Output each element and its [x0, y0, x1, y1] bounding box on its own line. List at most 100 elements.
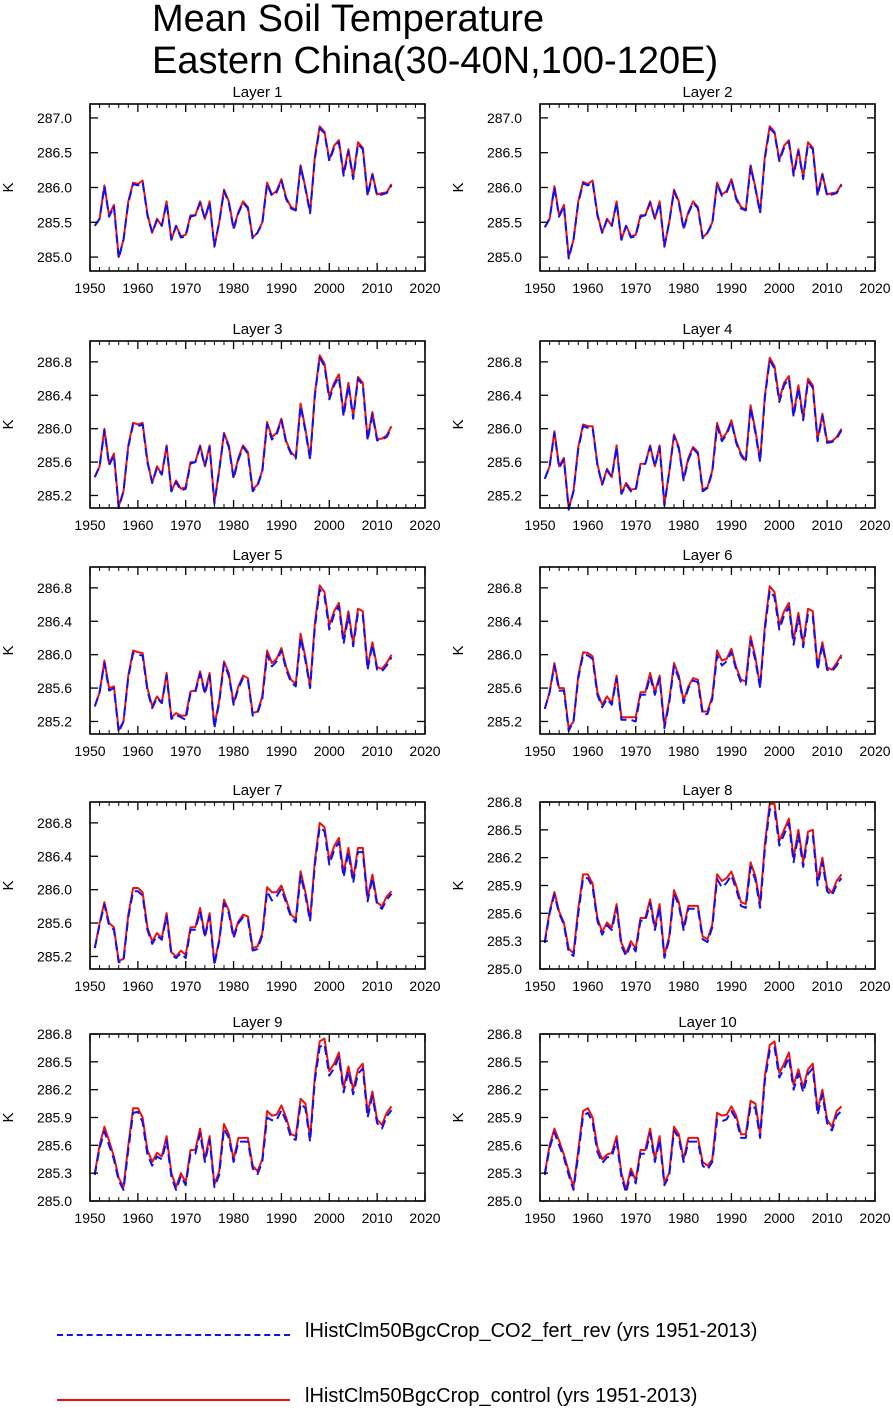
layer-10-y-tick-label: 286.5	[487, 1054, 522, 1070]
layer-10-x-tick-label: 2020	[859, 1210, 890, 1226]
layer-6-y-axis-label: K	[450, 645, 467, 655]
layer-9-panel-title: Layer 9	[232, 1014, 282, 1031]
layer-5-x-tick-label: 2020	[409, 743, 440, 759]
layer-5-panel-title: Layer 5	[232, 547, 282, 564]
layer-9-y-tick-label: 285.6	[37, 1137, 72, 1153]
layer-3-y-tick-label: 286.8	[37, 354, 72, 370]
layer-4-y-tick-label: 286.0	[487, 421, 522, 437]
layer-8-y-tick-label: 285.9	[487, 878, 522, 894]
layer-10-y-tick-label: 286.2	[487, 1082, 522, 1098]
layer-4-y-tick-label: 286.4	[487, 387, 522, 403]
layer-5-y-tick-label: 285.2	[37, 713, 72, 729]
layer-10-y-tick-label: 285.6	[487, 1137, 522, 1153]
layer-2-x-tick-label: 2000	[764, 280, 795, 296]
layer-7-y-tick-label: 285.2	[37, 948, 72, 964]
layer-5-x-tick-label: 1980	[218, 743, 249, 759]
layer-2-series-co2-fert-rev-line	[543, 127, 843, 260]
layer-6-x-tick-label: 1970	[620, 743, 651, 759]
layer-2-y-tick-label: 285.0	[487, 249, 522, 265]
layer-9-x-tick-label: 2010	[362, 1210, 393, 1226]
layer-3-y-tick-label: 286.4	[37, 387, 72, 403]
layer-6-x-tick-label: 2000	[764, 743, 795, 759]
layer-4-x-tick-label: 2010	[812, 517, 843, 533]
legend-label-co2-fert-rev: lHistClm50BgcCrop_CO2_fert_rev (yrs 1951…	[305, 1320, 758, 1342]
layer-5-y-tick-label: 286.4	[37, 613, 72, 629]
layer-3-x-tick-label: 1990	[266, 517, 297, 533]
layer-10-x-tick-label: 2010	[812, 1210, 843, 1226]
layer-10-y-axis-label: K	[450, 1112, 467, 1122]
layer-2-y-tick-label: 287.0	[487, 110, 522, 126]
layer-6-y-tick-label: 286.4	[487, 613, 522, 629]
layer-4-panel-title: Layer 4	[682, 321, 732, 338]
layer-6-y-tick-label: 286.0	[487, 647, 522, 663]
layer-7-y-tick-label: 285.6	[37, 915, 72, 931]
layer-2-x-tick-label: 1980	[668, 280, 699, 296]
layer-9-plot-frame	[89, 1033, 426, 1202]
layer-3-x-tick-label: 2010	[362, 517, 393, 533]
layer-8-y-tick-label: 286.2	[487, 850, 522, 866]
layer-1-panel-title: Layer 1	[232, 84, 282, 101]
layer-1-x-tick-label: 1960	[122, 280, 153, 296]
layer-9-x-tick-label: 2000	[314, 1210, 345, 1226]
layer-6-x-tick-label: 2010	[812, 743, 843, 759]
layer-2-x-tick-label: 2020	[859, 280, 890, 296]
layer-1-x-tick-label: 1970	[170, 280, 201, 296]
layer-8-panel-title: Layer 8	[682, 782, 732, 799]
layer-1-y-tick-label: 286.5	[37, 145, 72, 161]
layer-5-x-tick-label: 2010	[362, 743, 393, 759]
layer-5-y-tick-label: 286.8	[37, 580, 72, 596]
layer-8-plot-frame	[539, 801, 876, 970]
layer-10-y-tick-label: 286.8	[487, 1026, 522, 1042]
layer-5-series-co2-fert-rev-line	[93, 588, 393, 734]
layer-4-x-tick-label: 2000	[764, 517, 795, 533]
layer-3-panel-title: Layer 3	[232, 321, 282, 338]
layer-8-y-axis-label: K	[450, 880, 467, 890]
layer-2-series-control-line	[543, 125, 843, 259]
layer-2-y-tick-label: 286.5	[487, 145, 522, 161]
layer-2-x-tick-label: 2010	[812, 280, 843, 296]
layer-7-x-tick-label: 1950	[74, 978, 105, 994]
layer-7-y-tick-label: 286.8	[37, 815, 72, 831]
layer-6-y-tick-label: 285.2	[487, 713, 522, 729]
layer-10-x-tick-label: 1990	[716, 1210, 747, 1226]
layer-8-y-tick-label: 285.3	[487, 933, 522, 949]
layer-9-x-tick-label: 1960	[122, 1210, 153, 1226]
layer-10-x-tick-label: 2000	[764, 1210, 795, 1226]
layer-1-x-tick-label: 1990	[266, 280, 297, 296]
layer-7-x-tick-label: 1990	[266, 978, 297, 994]
layer-9-x-tick-label: 1980	[218, 1210, 249, 1226]
layer-5-x-tick-label: 1990	[266, 743, 297, 759]
layer-9-y-tick-label: 286.5	[37, 1054, 72, 1070]
layer-8-x-tick-label: 1960	[572, 978, 603, 994]
layer-4-x-tick-label: 1980	[668, 517, 699, 533]
layer-2-x-tick-label: 1970	[620, 280, 651, 296]
layer-10-y-tick-label: 285.0	[487, 1193, 522, 1209]
layer-7-x-tick-label: 2000	[314, 978, 345, 994]
layer-9-series-control-line	[93, 1037, 393, 1189]
layer-9-x-tick-label: 1970	[170, 1210, 201, 1226]
layer-1-y-tick-label: 285.0	[37, 249, 72, 265]
layer-8-x-tick-label: 2020	[859, 978, 890, 994]
layer-1-series-control-line	[93, 125, 393, 259]
layer-5-y-axis-label: K	[0, 645, 17, 655]
layer-6-plot-frame	[539, 566, 876, 735]
layer-8-x-tick-label: 1950	[524, 978, 555, 994]
layer-5-x-tick-label: 2000	[314, 743, 345, 759]
layer-7-x-tick-label: 1980	[218, 978, 249, 994]
layer-8-x-tick-label: 2010	[812, 978, 843, 994]
layer-8-series-co2-fert-rev-line	[543, 808, 843, 959]
layer-5-y-tick-label: 286.0	[37, 647, 72, 663]
layer-1-y-tick-label: 287.0	[37, 110, 72, 126]
layer-3-x-tick-label: 2000	[314, 517, 345, 533]
layer-8-y-tick-label: 286.8	[487, 794, 522, 810]
layer-4-x-tick-label: 1950	[524, 517, 555, 533]
layer-5-x-tick-label: 1950	[74, 743, 105, 759]
layer-4-x-tick-label: 1970	[620, 517, 651, 533]
layer-8-x-tick-label: 1990	[716, 978, 747, 994]
layer-7-x-tick-label: 2020	[409, 978, 440, 994]
layer-7-y-tick-label: 286.4	[37, 848, 72, 864]
layer-4-plot-frame	[539, 340, 876, 509]
layer-8-x-tick-label: 2000	[764, 978, 795, 994]
